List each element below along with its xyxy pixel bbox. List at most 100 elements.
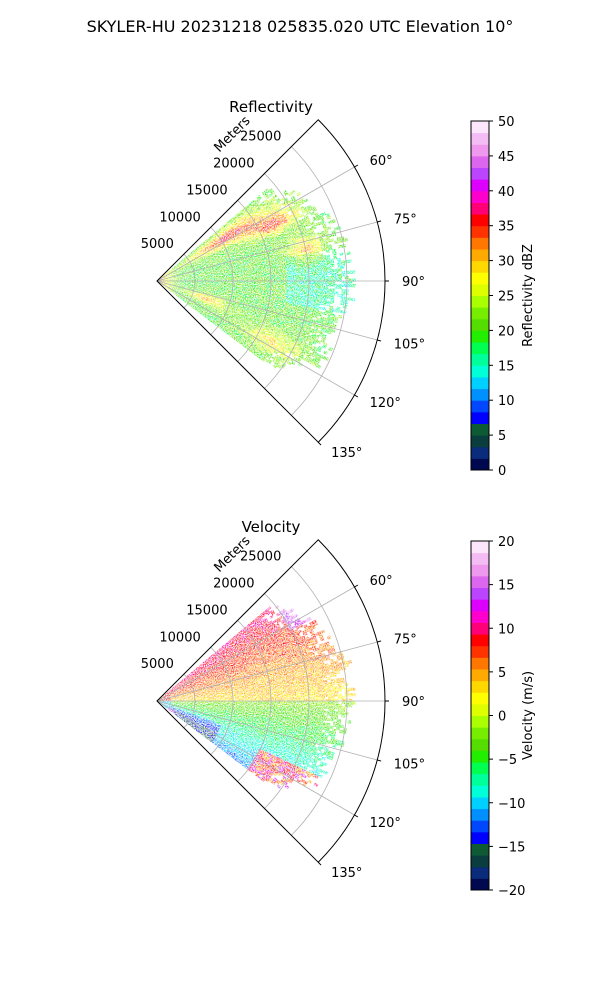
radar-gate bbox=[346, 251, 350, 255]
radar-gate bbox=[291, 361, 296, 365]
radar-gate bbox=[322, 307, 326, 310]
panel-title: Reflectivity bbox=[229, 98, 313, 116]
colorbar-swatch bbox=[471, 342, 489, 354]
colorbar-swatch bbox=[471, 144, 489, 156]
azimuth-tick-label: 105° bbox=[394, 338, 425, 353]
velocity-panel: Velocity60°75°90°105°120°135°50001000015… bbox=[141, 518, 536, 899]
azimuth-tick-label: 120° bbox=[370, 396, 401, 411]
colorbar-swatch bbox=[471, 284, 489, 296]
colorbar-swatch bbox=[471, 214, 489, 226]
radar-gate bbox=[342, 273, 346, 276]
radial-tick-label: 20000 bbox=[213, 157, 254, 172]
figure-title: SKYLER-HU 20231218 025835.020 UTC Elevat… bbox=[87, 17, 514, 36]
radar-gate bbox=[338, 286, 342, 289]
colorbar-tick-label: 20 bbox=[498, 324, 515, 339]
azimuth-tick-label: 60° bbox=[370, 154, 393, 169]
colorbar-swatch bbox=[471, 307, 489, 319]
colorbar-tick-label: 5 bbox=[498, 429, 506, 444]
colorbar-swatch bbox=[471, 133, 489, 145]
colorbar-swatch bbox=[471, 435, 489, 447]
radar-gate bbox=[344, 238, 348, 242]
radar-gate bbox=[296, 192, 301, 196]
radar-gate bbox=[332, 324, 336, 328]
colorbar-tick-label: 25 bbox=[498, 290, 515, 305]
colorbar-label: Reflectivity dBZ bbox=[521, 244, 536, 347]
radar-gate bbox=[310, 211, 315, 215]
azimuth-tick-label: 75° bbox=[394, 212, 417, 227]
colorbar-swatch bbox=[471, 412, 489, 424]
radar-gate bbox=[328, 272, 332, 275]
colorbar: 0 5 10 15 20 25 30 35 40 45 50 Reflectivity dBZ bbox=[471, 115, 536, 479]
colorbar-swatch bbox=[471, 319, 489, 331]
colorbar-swatch bbox=[471, 377, 489, 389]
colorbar-tick-label: 15 bbox=[498, 359, 515, 374]
radar-gate bbox=[330, 301, 334, 304]
colorbar-swatch bbox=[471, 156, 489, 168]
radar-gate bbox=[348, 270, 352, 273]
colorbar-tick-label: 30 bbox=[498, 255, 515, 270]
azimuth-tick bbox=[318, 442, 321, 445]
colorbar-tick-label: 50 bbox=[498, 115, 515, 130]
radar-gate bbox=[338, 268, 342, 271]
radar-gate bbox=[323, 351, 328, 355]
radial-tick-label: 10000 bbox=[159, 210, 200, 225]
colorbar-swatch bbox=[471, 365, 489, 377]
colorbar-swatch bbox=[471, 226, 489, 238]
colorbar-swatch bbox=[471, 202, 489, 214]
reflectivity-panel: Reflectivity60°75°90°105°120°135°5000100… bbox=[141, 98, 536, 479]
colorbar-tick-label: 45 bbox=[498, 150, 515, 165]
colorbar-swatch bbox=[471, 272, 489, 284]
radar-gate bbox=[348, 284, 352, 287]
colorbar-tick-label: 10 bbox=[498, 394, 515, 409]
colorbar-swatch bbox=[471, 296, 489, 308]
radar-gate bbox=[341, 266, 345, 269]
colorbar-swatch bbox=[471, 261, 489, 273]
azimuth-tick bbox=[377, 221, 381, 222]
radar-gate bbox=[352, 270, 356, 273]
colorbar-swatch bbox=[471, 389, 489, 401]
radar-gate bbox=[331, 284, 335, 287]
radar-gate bbox=[334, 291, 338, 294]
radar-gate bbox=[333, 256, 337, 259]
radial-tick-label: 15000 bbox=[186, 183, 227, 198]
radial-tick-label: 5000 bbox=[141, 237, 174, 252]
colorbar-tick-label: 0 bbox=[498, 464, 506, 479]
radar-gate bbox=[338, 315, 342, 319]
radar-gate bbox=[328, 347, 333, 351]
radar-gate bbox=[331, 329, 336, 333]
colorbar-swatch bbox=[471, 121, 489, 133]
panel-title: Velocity bbox=[242, 518, 301, 536]
colorbar-swatch bbox=[471, 400, 489, 412]
radar-gate bbox=[347, 260, 351, 264]
radar-gate bbox=[331, 264, 335, 267]
colorbar-tick-label: 35 bbox=[498, 220, 515, 235]
radar-gate bbox=[352, 284, 356, 287]
azimuth-tick-label: 90° bbox=[402, 275, 425, 290]
colorbar-swatch bbox=[471, 191, 489, 203]
azimuth-tick bbox=[354, 395, 357, 397]
radar-gate bbox=[342, 284, 346, 287]
radar-gate bbox=[335, 286, 339, 289]
colorbar-swatch bbox=[471, 249, 489, 261]
radar-gate bbox=[338, 294, 342, 297]
colorbar-tick-label: 40 bbox=[498, 185, 515, 200]
colorbar-swatch bbox=[471, 458, 489, 470]
radar-gate bbox=[340, 252, 344, 256]
radar-gate bbox=[328, 284, 332, 287]
colorbar-swatch bbox=[471, 237, 489, 249]
colorbar-swatch bbox=[471, 168, 489, 180]
radar-gate bbox=[326, 303, 330, 306]
azimuth-tick bbox=[377, 340, 381, 341]
azimuth-tick bbox=[354, 165, 357, 167]
radial-tick-label: 25000 bbox=[240, 130, 281, 145]
radar-gate bbox=[330, 238, 334, 242]
radar-gate bbox=[351, 298, 355, 302]
colorbar-swatch bbox=[471, 179, 489, 191]
colorbar-swatch bbox=[471, 447, 489, 459]
azimuth-tick-label: 135° bbox=[331, 446, 362, 461]
colorbar-swatch bbox=[471, 330, 489, 342]
colorbar-swatch bbox=[471, 354, 489, 366]
colorbar-swatch bbox=[471, 423, 489, 435]
